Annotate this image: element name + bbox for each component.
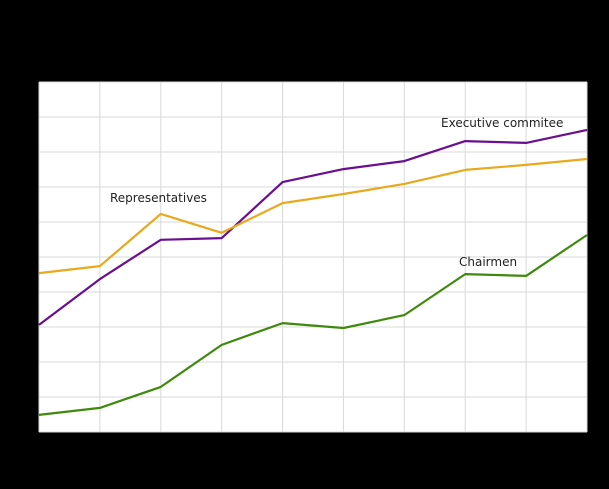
- series-lines: [38, 128, 588, 416]
- gridlines: [38, 81, 588, 433]
- series-label-chairmen: Chairmen: [459, 255, 517, 269]
- series-labels: Executive commitee Representatives Chairme…: [110, 116, 563, 269]
- series-label-representatives: Representatives: [110, 191, 207, 205]
- series-label-executive-commitee: Executive commitee: [441, 116, 563, 130]
- series-line-chairmen: [38, 234, 588, 416]
- series-line-representatives: [38, 157, 588, 275]
- series-line-executive-commitee: [38, 128, 588, 326]
